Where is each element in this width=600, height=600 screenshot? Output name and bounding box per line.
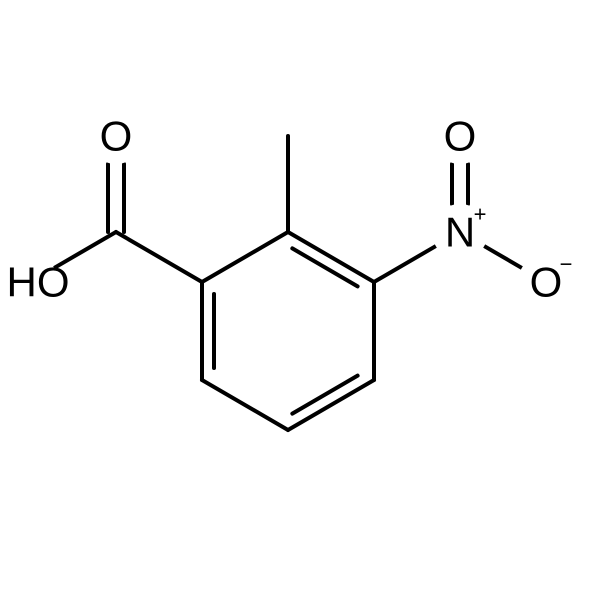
molecule-diagram: OHON+OO−	[0, 0, 600, 600]
atom-oN2: O	[530, 259, 563, 306]
charge-oN2: −	[560, 252, 573, 277]
atom-oN1: O	[444, 113, 477, 160]
atom-oH: HO	[7, 259, 70, 306]
bonds	[54, 136, 522, 430]
charge-n: +	[474, 202, 487, 227]
atom-oDbl: O	[100, 113, 133, 160]
atom-n: N	[445, 209, 475, 256]
